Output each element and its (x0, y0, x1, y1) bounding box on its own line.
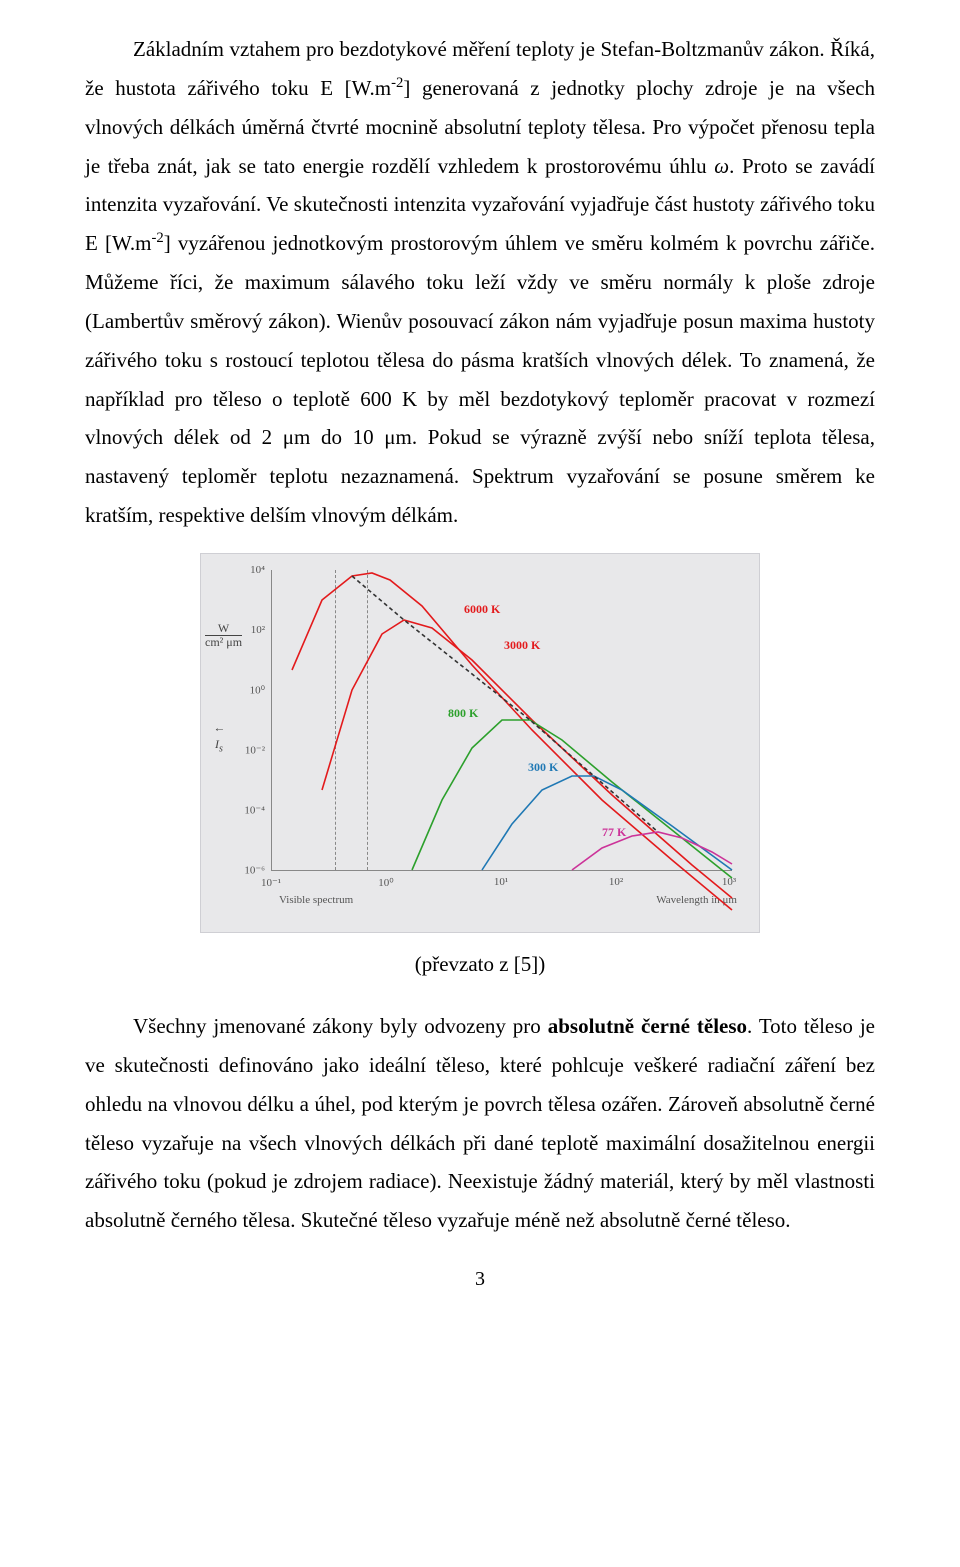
y-tick: 10⁰ (237, 683, 265, 696)
y-tick: 10⁻⁶ (237, 863, 265, 876)
paragraph-2: Všechny jmenované zákony byly odvozeny p… (85, 1007, 875, 1240)
x-tick: 10⁻¹ (261, 876, 281, 889)
document-page: Základním vztahem pro bezdotykové měření… (0, 0, 960, 1321)
omega-symbol: ω (714, 154, 729, 178)
text: . Toto těleso je ve skutečnosti definová… (85, 1014, 875, 1232)
curve-label-77k: 77 K (602, 825, 626, 840)
text: ] vyzářenou jednotkovým prostorovým úhle… (85, 231, 875, 527)
superscript: -2 (151, 230, 163, 246)
y-tick: 10² (237, 624, 265, 636)
bold-term: absolutně černé těleso (548, 1014, 747, 1038)
text: Všechny jmenované zákony byly odvozeny p… (133, 1014, 548, 1038)
x-tick: 10³ (722, 876, 736, 888)
chart-svg (272, 570, 732, 870)
y-tick: 10⁴ (237, 564, 265, 576)
figure-caption: (převzato z [5]) (85, 952, 875, 977)
x-tick: 10⁰ (378, 876, 393, 889)
page-number: 3 (85, 1268, 875, 1291)
curve-label-800k: 800 K (448, 706, 478, 721)
blackbody-spectrum-chart: W cm² μm ↑ Is 10⁴ 10² 10⁰ 10⁻² 10⁻⁴ 10⁻⁶… (200, 553, 760, 933)
superscript: -2 (391, 75, 403, 91)
y-axis-label: ↑ Is (215, 722, 223, 754)
unit-denominator: cm² μm (205, 636, 242, 649)
x-tick: 10¹ (494, 876, 508, 888)
y-tick: 10⁻⁴ (237, 803, 265, 816)
visible-spectrum-label: Visible spectrum (279, 894, 353, 906)
curve-label-6000k: 6000 K (464, 602, 500, 617)
figure-container: W cm² μm ↑ Is 10⁴ 10² 10⁰ 10⁻² 10⁻⁴ 10⁻⁶… (85, 553, 875, 977)
y-tick: 10⁻² (237, 743, 265, 756)
paragraph-1: Základním vztahem pro bezdotykové měření… (85, 30, 875, 535)
chart-plot-area: 6000 K 3000 K 800 K 300 K 77 K (271, 570, 732, 871)
x-tick: 10² (609, 876, 623, 888)
curve-label-300k: 300 K (528, 760, 558, 775)
curve-label-3000k: 3000 K (504, 638, 540, 653)
